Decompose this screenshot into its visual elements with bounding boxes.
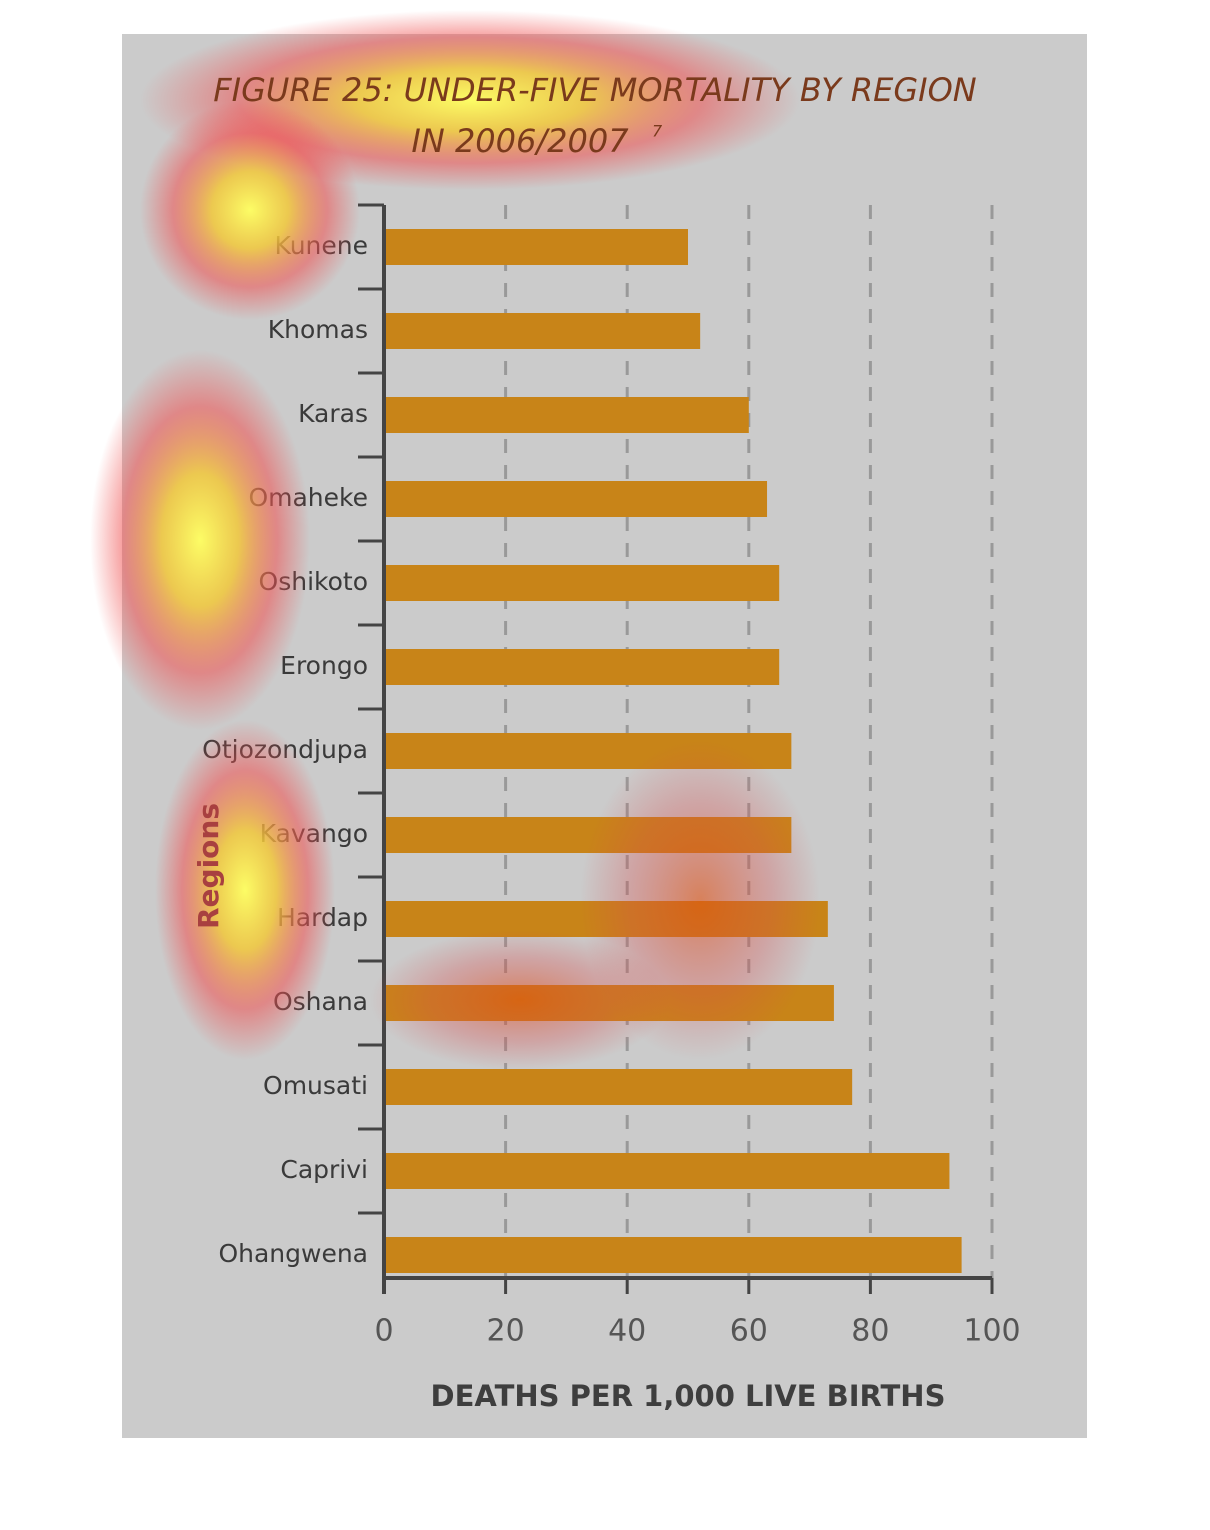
x-axis-label: DEATHS PER 1,000 LIVE BIRTHS: [431, 1379, 946, 1413]
x-tick-label: 0: [374, 1314, 393, 1349]
bar: [384, 817, 792, 853]
x-tick-label: 20: [487, 1314, 525, 1349]
bar: [384, 1153, 950, 1189]
bar: [384, 985, 834, 1021]
x-tick-label: 40: [608, 1314, 646, 1349]
y-tick-label: Ohangwena: [218, 1239, 368, 1268]
x-tick-label: 80: [851, 1314, 889, 1349]
y-tick-label: Khomas: [268, 315, 368, 344]
bar: [384, 313, 701, 349]
bar: [384, 733, 792, 769]
bar: [384, 901, 828, 937]
bar: [384, 229, 688, 265]
y-tick-label: Kavango: [260, 819, 368, 848]
y-tick-label: Omaheke: [248, 483, 368, 512]
title-footnote: 7: [652, 122, 663, 141]
y-tick-label: Oshikoto: [259, 567, 368, 596]
y-tick-label: Caprivi: [280, 1155, 368, 1184]
bar: [384, 565, 780, 601]
y-axis-label: Regions: [192, 803, 225, 929]
bar: [384, 649, 780, 685]
chart-title: IN 2006/2007: [411, 122, 629, 160]
y-tick-label: Erongo: [280, 651, 368, 680]
chart-title: FIGURE 25: UNDER-FIVE MORTALITY BY REGIO…: [213, 71, 977, 109]
bar: [384, 397, 749, 433]
y-tick-label: Omusati: [263, 1071, 368, 1100]
bar: [384, 1069, 853, 1105]
y-tick-label: Kunene: [275, 231, 368, 260]
bar: [384, 1237, 962, 1273]
y-tick-label: Karas: [298, 399, 368, 428]
y-tick-label: Otjozondjupa: [202, 735, 368, 764]
y-tick-label: Oshana: [273, 987, 368, 1016]
bar: [384, 481, 768, 517]
y-tick-label: Hardap: [277, 903, 368, 932]
x-tick-label: 60: [730, 1314, 768, 1349]
x-tick-label: 100: [963, 1314, 1020, 1349]
